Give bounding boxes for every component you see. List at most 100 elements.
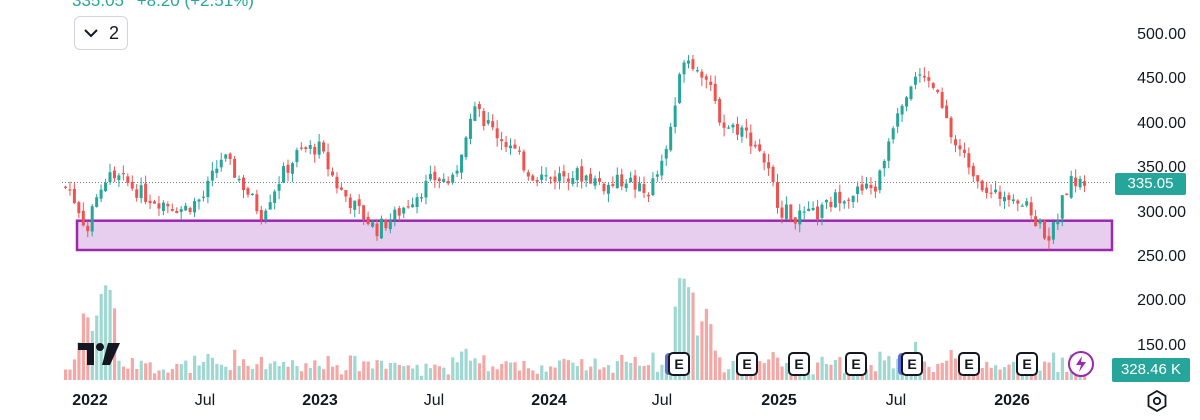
lightning-icon[interactable] — [1068, 351, 1094, 377]
volume-bar — [175, 363, 179, 380]
volume-bar — [660, 364, 664, 380]
volume-bar — [384, 368, 388, 380]
candle — [807, 208, 811, 212]
volume-bar — [602, 367, 606, 380]
volume-bar — [148, 362, 152, 380]
volume-bar — [77, 342, 81, 380]
candle — [829, 201, 833, 208]
earnings-e-icon[interactable]: E — [958, 352, 980, 376]
gear-icon[interactable] — [1146, 390, 1168, 412]
current-price: 335.05 — [72, 0, 124, 10]
last-price-tag: 335.05 — [1115, 173, 1186, 195]
volume-bar — [842, 373, 846, 380]
candle — [139, 185, 143, 199]
candle — [72, 188, 76, 204]
volume-bar — [1047, 362, 1051, 380]
candle — [1025, 201, 1029, 206]
earnings-e-icon[interactable]: E — [736, 352, 758, 376]
volume-bar — [936, 363, 940, 380]
volume-bar — [531, 370, 535, 380]
tradingview-logo-icon[interactable] — [78, 341, 122, 367]
chevron-down-icon — [84, 29, 98, 38]
volume-bar — [709, 324, 713, 380]
earnings-e-icon[interactable]: E — [668, 352, 690, 376]
volume-bar — [357, 371, 361, 380]
earnings-e-icon[interactable]: E — [845, 352, 867, 376]
y-axis-label: 300.00 — [1137, 203, 1186, 221]
volume-bar — [268, 363, 272, 380]
candle — [509, 145, 512, 149]
candle — [584, 175, 588, 181]
candle — [433, 171, 437, 181]
volume-bar — [629, 362, 633, 380]
volume-bar — [161, 369, 166, 380]
volume-bar — [184, 360, 188, 380]
candle — [451, 174, 455, 183]
volume-bar — [362, 361, 366, 380]
volume-bar — [522, 360, 526, 380]
candle — [954, 139, 957, 146]
candle — [878, 170, 882, 190]
candle — [718, 99, 722, 123]
earnings-e-icon[interactable]: E — [788, 352, 810, 376]
volume-bar — [517, 370, 522, 380]
volume-bar — [642, 365, 646, 380]
candle — [366, 216, 370, 225]
candle — [651, 178, 655, 196]
volume-bar — [646, 365, 651, 380]
candle — [638, 183, 642, 192]
candle — [1074, 177, 1078, 187]
volume-bar — [206, 353, 210, 380]
volume-bar — [896, 358, 900, 380]
volume-bar — [326, 355, 330, 380]
candle — [967, 153, 971, 168]
earnings-e-icon[interactable]: E — [901, 352, 923, 376]
volume-bar — [246, 365, 250, 380]
candle — [77, 202, 81, 214]
candle — [233, 158, 237, 178]
candle — [259, 210, 263, 220]
candle — [802, 211, 806, 213]
indicator-toggle-button[interactable]: 2 — [74, 16, 128, 50]
earnings-e-icon[interactable]: E — [1016, 352, 1038, 376]
x-axis-label: Jul — [423, 392, 445, 409]
volume-bar — [255, 364, 259, 380]
candle — [242, 177, 245, 191]
volume-bar — [348, 355, 352, 380]
x-axis-label: 2022 — [72, 392, 108, 409]
candle — [206, 180, 210, 198]
candle — [624, 183, 628, 189]
candle — [1038, 219, 1042, 224]
candle — [744, 127, 748, 131]
candle — [873, 186, 877, 192]
volume-bar — [304, 363, 308, 380]
candle — [397, 208, 401, 216]
candle — [277, 184, 281, 191]
volume-bar — [887, 355, 891, 380]
volume-bar — [411, 368, 415, 380]
volume-bar — [397, 364, 401, 380]
candle — [455, 170, 459, 174]
candle — [891, 128, 895, 140]
candle — [549, 177, 553, 179]
volume-bar — [829, 364, 833, 380]
candle — [1011, 199, 1015, 202]
candle — [513, 144, 517, 149]
volume-bar — [437, 366, 441, 380]
candle — [322, 142, 326, 152]
volume-bar — [553, 367, 557, 380]
volume-bar — [295, 366, 299, 380]
candle — [856, 186, 860, 195]
volume-bar — [682, 278, 686, 380]
volume-bar — [388, 363, 393, 380]
volume-bar — [64, 369, 68, 380]
candle — [798, 210, 802, 225]
candle — [602, 183, 606, 192]
candle — [424, 180, 428, 198]
candle — [646, 194, 650, 197]
candle — [931, 83, 935, 88]
candle — [633, 175, 637, 190]
candle — [446, 181, 450, 184]
candle — [776, 182, 779, 208]
candle — [121, 173, 125, 175]
